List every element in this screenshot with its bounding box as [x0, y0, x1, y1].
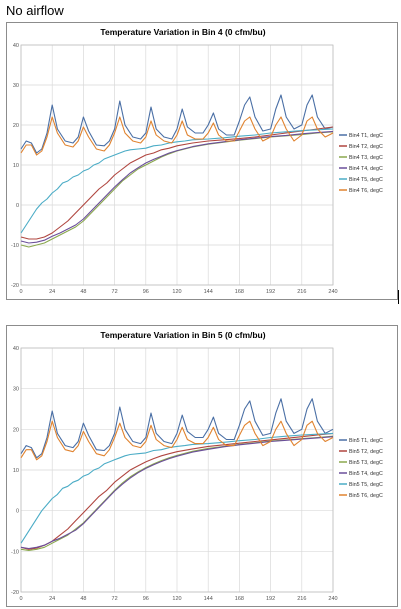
series-line-t5: [20, 128, 334, 234]
y-tick-label: 40: [13, 43, 19, 49]
series-line-t6: [20, 420, 334, 461]
chart-title: Temperature Variation in Bin 5 (0 cfm/bu…: [100, 330, 265, 340]
x-tick-label: 216: [297, 289, 306, 295]
series-line-t1: [20, 94, 334, 154]
legend-entry: Bin4 T6, degC: [349, 188, 383, 194]
legend-entry: Bin5 T4, degC: [349, 471, 383, 477]
x-tick-label: 24: [49, 289, 55, 295]
x-tick-label: 72: [112, 596, 118, 602]
chart-bin5: Temperature Variation in Bin 5 (0 cfm/bu…: [6, 325, 398, 607]
legend-entry: Bin5 T5, degC: [349, 482, 383, 488]
legend-entry: Bin5 T3, degC: [349, 460, 383, 466]
chart-bin4: Temperature Variation in Bin 4 (0 cfm/bu…: [6, 22, 398, 300]
x-tick-label: 216: [297, 596, 306, 602]
x-tick-label: 24: [49, 596, 55, 602]
x-tick-label: 240: [328, 596, 337, 602]
x-tick-label: 240: [328, 289, 337, 295]
plot-area: [20, 44, 334, 286]
y-tick-label: 20: [13, 427, 19, 433]
text-cursor-mark: [398, 290, 399, 304]
y-tick-label: 40: [13, 346, 19, 352]
legend-entry: Bin5 T6, degC: [349, 493, 383, 499]
y-tick-label: -20: [11, 283, 19, 289]
y-tick-label: 30: [13, 83, 19, 89]
x-tick-label: 120: [172, 289, 181, 295]
x-tick-label: 168: [235, 289, 244, 295]
page-heading: No airflow: [6, 3, 64, 18]
y-tick-label: -10: [11, 549, 19, 555]
y-tick-label: 0: [16, 509, 19, 515]
y-tick-label: -10: [11, 243, 19, 249]
x-tick-label: 144: [204, 289, 213, 295]
x-tick-label: 120: [172, 596, 181, 602]
series-line-t4: [20, 436, 334, 550]
chart-bin4-svg: Temperature Variation in Bin 4 (0 cfm/bu…: [11, 27, 383, 295]
plot-area: [20, 347, 334, 593]
x-tick-label: 48: [80, 596, 86, 602]
x-tick-label: 144: [204, 596, 213, 602]
y-tick-label: 10: [13, 163, 19, 169]
y-tick-label: -20: [11, 590, 19, 596]
series-line-t2: [20, 126, 334, 240]
legend-entry: Bin5 T2, degC: [349, 449, 383, 455]
y-tick-label: 0: [16, 203, 19, 209]
legend-entry: Bin4 T2, degC: [349, 144, 383, 150]
x-tick-label: 96: [143, 289, 149, 295]
y-tick-label: 30: [13, 387, 19, 393]
legend-entry: Bin4 T1, degC: [349, 133, 383, 139]
y-tick-label: 20: [13, 123, 19, 129]
x-tick-label: 48: [80, 289, 86, 295]
chart-bin5-svg: Temperature Variation in Bin 5 (0 cfm/bu…: [11, 330, 383, 602]
series-line-t4: [20, 130, 334, 244]
series-line-t6: [20, 116, 334, 156]
series-line-t5: [20, 432, 334, 544]
y-tick-label: 10: [13, 468, 19, 474]
x-tick-label: 96: [143, 596, 149, 602]
x-tick-label: 72: [112, 289, 118, 295]
x-tick-label: 168: [235, 596, 244, 602]
x-tick-label: 192: [266, 596, 275, 602]
x-tick-label: 0: [19, 289, 22, 295]
x-tick-label: 0: [19, 596, 22, 602]
series-line-t2: [20, 432, 334, 550]
legend-entry: Bin5 T1, degC: [349, 438, 383, 444]
legend-entry: Bin4 T3, degC: [349, 155, 383, 161]
series-line-t1: [20, 398, 334, 459]
legend-entry: Bin4 T5, degC: [349, 177, 383, 183]
legend-entry: Bin4 T4, degC: [349, 166, 383, 172]
x-tick-label: 192: [266, 289, 275, 295]
chart-title: Temperature Variation in Bin 4 (0 cfm/bu…: [100, 27, 265, 37]
